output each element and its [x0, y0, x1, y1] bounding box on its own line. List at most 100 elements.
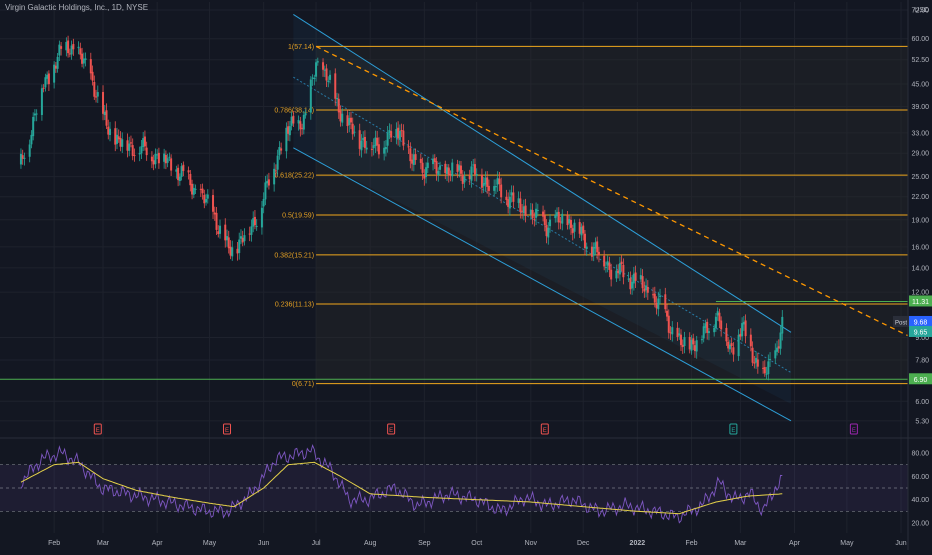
- candle-body: [95, 96, 98, 98]
- candle-body: [299, 121, 302, 130]
- candle-body: [690, 339, 693, 351]
- x-tick-label: Sep: [418, 540, 431, 547]
- candle-body: [199, 188, 202, 190]
- candle-body: [238, 239, 241, 253]
- candle-body: [248, 233, 251, 235]
- candle-body: [777, 346, 780, 349]
- candle-body: [28, 144, 31, 157]
- candle-body: [107, 126, 110, 135]
- candle-body: [402, 130, 405, 146]
- candle-body: [667, 315, 670, 333]
- candle-body: [728, 344, 731, 350]
- earnings-marker: [223, 423, 231, 435]
- candle-body: [592, 246, 595, 256]
- candle-body: [620, 261, 623, 265]
- candle-body: [594, 242, 597, 249]
- candle-body: [213, 212, 216, 215]
- candle-body: [557, 211, 560, 223]
- candle-body: [287, 126, 290, 134]
- price-tag: [909, 373, 932, 385]
- candle-body: [484, 177, 487, 185]
- candle-body: [285, 127, 288, 152]
- x-tick-label: Feb: [685, 540, 697, 547]
- candle-body: [388, 130, 391, 134]
- y-tick-label: 29.00: [911, 151, 929, 158]
- candle-body: [182, 164, 185, 171]
- candle-body: [142, 138, 145, 148]
- y-tick-label: 6.00: [915, 399, 929, 406]
- candle-body: [351, 123, 354, 135]
- candle-body: [170, 158, 173, 171]
- candle-body: [384, 147, 387, 150]
- candle-body: [573, 222, 576, 232]
- candle-body: [549, 219, 552, 227]
- candle-body: [117, 136, 120, 140]
- candle-body: [140, 146, 143, 154]
- candle-body: [390, 131, 393, 138]
- candle-body: [522, 206, 525, 214]
- x-tick-label: Aug: [364, 540, 377, 547]
- x-tick-label: Feb: [48, 540, 60, 547]
- fib-label: 0.5(19.59): [282, 212, 314, 219]
- x-tick-label: Nov: [525, 540, 538, 547]
- candle-body: [459, 165, 462, 174]
- candle-body: [718, 312, 721, 322]
- candle-body: [744, 320, 747, 337]
- candle-body: [79, 48, 82, 55]
- candle-body: [30, 134, 33, 145]
- candle-body: [606, 261, 609, 266]
- earnings-marker: [540, 423, 549, 435]
- candle-body: [53, 64, 56, 83]
- candle-body: [480, 174, 483, 188]
- candle-body: [278, 147, 281, 156]
- candle-body: [370, 148, 373, 150]
- candle-body: [121, 139, 124, 147]
- candle-body: [224, 224, 227, 241]
- candle-body: [414, 154, 417, 160]
- candle-body: [217, 231, 220, 235]
- y-tick-label: 60.00: [911, 36, 929, 43]
- candle-body: [323, 69, 326, 71]
- candle-body: [194, 188, 197, 190]
- candle-body: [407, 146, 410, 148]
- candle-body: [103, 111, 106, 116]
- y-tick-label: 19.00: [911, 217, 929, 224]
- rsi-tick-label: 80.00: [911, 451, 929, 458]
- candle-body: [421, 162, 424, 173]
- candle-body: [93, 81, 96, 97]
- candle-body: [386, 132, 389, 146]
- candle-body: [597, 251, 600, 256]
- candle-body: [487, 185, 490, 191]
- candle-body: [250, 226, 253, 235]
- earnings-label: E: [225, 428, 229, 434]
- candle-body: [765, 373, 768, 375]
- channel-fill: [293, 14, 792, 404]
- candle-body: [72, 43, 75, 50]
- candle-body: [688, 337, 691, 350]
- candle-body: [458, 165, 461, 171]
- y-tick-label: 7.80: [915, 357, 929, 364]
- candle-body: [322, 62, 325, 70]
- candle-body: [463, 176, 466, 183]
- candle-body: [423, 174, 426, 179]
- fib-label: 0.382(15.21): [274, 252, 314, 259]
- candle-body: [776, 347, 779, 352]
- post-tag-label: Post: [895, 320, 907, 326]
- candle-body: [260, 207, 263, 228]
- candle-body: [725, 327, 728, 342]
- candle-body: [739, 333, 742, 337]
- earnings-marker: [849, 423, 858, 435]
- candle-body: [203, 194, 206, 204]
- candle-body: [82, 58, 85, 64]
- candle-body: [669, 332, 672, 334]
- candle-body: [756, 359, 759, 367]
- post-tag: [893, 315, 909, 327]
- candle-body: [274, 170, 277, 172]
- candle-body: [456, 164, 459, 172]
- candle-body: [262, 198, 265, 207]
- y-tick-label: 16.00: [911, 244, 929, 251]
- y-tick-label: 5.30: [915, 418, 929, 425]
- candle-body: [35, 113, 38, 115]
- candle-body: [632, 273, 635, 284]
